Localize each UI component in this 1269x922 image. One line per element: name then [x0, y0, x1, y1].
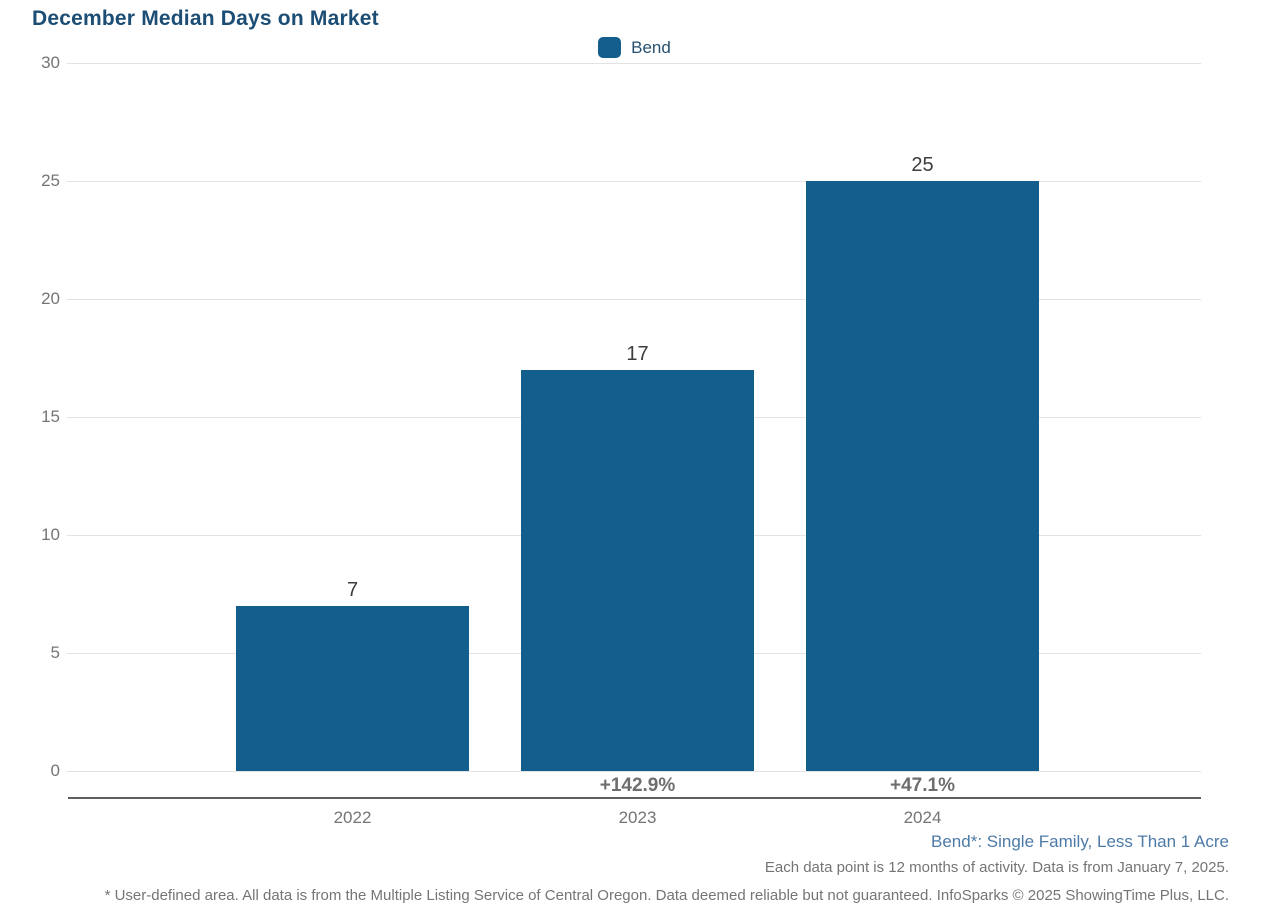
y-tick-label-20: 20 — [41, 289, 60, 308]
y-tick-label-10: 10 — [41, 525, 60, 544]
gridline-y-0 — [67, 770, 1201, 772]
y-tick-label-5: 5 — [50, 643, 60, 662]
footnote-disclaimer: * User-defined area. All data is from th… — [104, 887, 1229, 904]
bar-value-label-2022: 7 — [346, 578, 359, 601]
gridline-y-20 — [67, 298, 1201, 300]
y-tick-label-30: 30 — [41, 53, 60, 72]
x-tick-label-2024: 2024 — [903, 808, 942, 827]
chart-title: December Median Days on Market — [32, 7, 379, 30]
bar-value-label-2024: 25 — [911, 154, 934, 176]
legend-swatch-icon — [598, 37, 622, 58]
bar-2023 — [521, 369, 754, 771]
gridline-y-25 — [67, 180, 1201, 182]
bar-2024 — [806, 181, 1039, 771]
legend-item-bend[interactable]: Bend — [598, 37, 671, 58]
footnote-segment-definition: Bend*: Single Family, Less Than 1 Acre — [931, 832, 1229, 851]
bar-2022 — [236, 605, 469, 771]
x-axis-line — [68, 797, 1201, 799]
footnote-data-note: Each data point is 12 months of activity… — [764, 859, 1229, 876]
y-tick-label-15: 15 — [41, 407, 60, 426]
x-tick-label-2023: 2023 — [618, 808, 657, 827]
y-tick-label-25: 25 — [41, 171, 60, 190]
x-tick-label-2022: 2022 — [333, 808, 372, 827]
pct-change-label-2024: +47.1% — [890, 775, 955, 796]
bar-value-label-2023: 17 — [626, 342, 649, 365]
pct-change-label-2023: +142.9% — [599, 775, 676, 796]
legend-label: Bend — [631, 37, 671, 57]
gridline-y-30 — [67, 62, 1201, 64]
y-tick-label-0: 0 — [50, 761, 60, 780]
legend: Bend — [0, 37, 1269, 58]
